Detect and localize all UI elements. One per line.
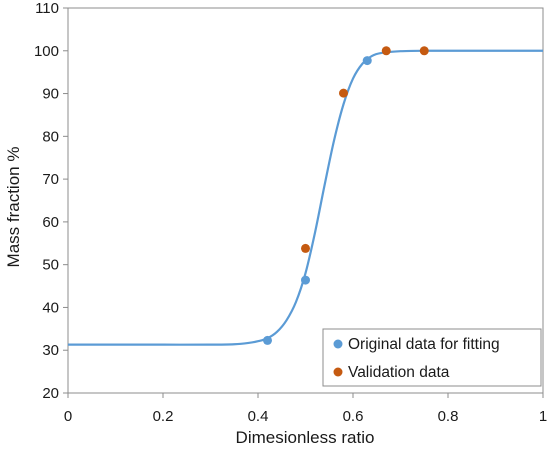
legend: Original data for fitting Validation dat… xyxy=(322,328,542,387)
y-tick-label: 40 xyxy=(42,299,59,316)
original-data-point xyxy=(263,335,272,345)
original-data-point xyxy=(362,56,372,66)
legend-label-validation: Validation data xyxy=(348,364,450,381)
legend-box xyxy=(322,328,542,387)
x-axis-title: Dimesionless ratio xyxy=(236,428,375,447)
x-tick-label: 0.4 xyxy=(248,408,269,425)
x-tick-label: 0.8 xyxy=(438,408,459,425)
x-tick-label: 0 xyxy=(64,408,72,425)
y-tick-label: 100 xyxy=(34,43,59,60)
y-axis-title: Mass fraction % xyxy=(4,147,23,268)
y-tick-label: 50 xyxy=(42,257,59,274)
legend-label-original: Original data for fitting xyxy=(348,336,500,353)
y-tick-label: 30 xyxy=(42,342,59,359)
y-tick-label: 90 xyxy=(42,86,59,103)
plot-area xyxy=(67,7,544,394)
original-data-point xyxy=(301,275,310,285)
y-tick-label: 20 xyxy=(42,385,59,402)
validation-data-point xyxy=(381,46,391,56)
y-axis-ticks: 20 30 40 50 60 70 80 90 100 110 xyxy=(34,0,68,402)
data-points xyxy=(263,46,429,345)
x-tick-label: 0.2 xyxy=(153,408,174,425)
y-tick-label: 110 xyxy=(35,0,59,17)
x-tick-label: 0.6 xyxy=(343,408,364,425)
fit-curve xyxy=(68,49,543,346)
y-tick-label: 60 xyxy=(42,214,59,231)
y-tick-label: 80 xyxy=(42,128,59,145)
validation-data-point xyxy=(339,88,348,98)
legend-marker-validation xyxy=(333,367,343,377)
x-tick-label: 1 xyxy=(539,408,547,425)
validation-data-point xyxy=(419,46,429,56)
validation-data-point xyxy=(301,243,310,253)
y-tick-label: 70 xyxy=(42,171,59,188)
legend-marker-original xyxy=(333,339,343,349)
x-axis-ticks: 0 0.2 0.4 0.6 0.8 1 xyxy=(64,393,547,425)
